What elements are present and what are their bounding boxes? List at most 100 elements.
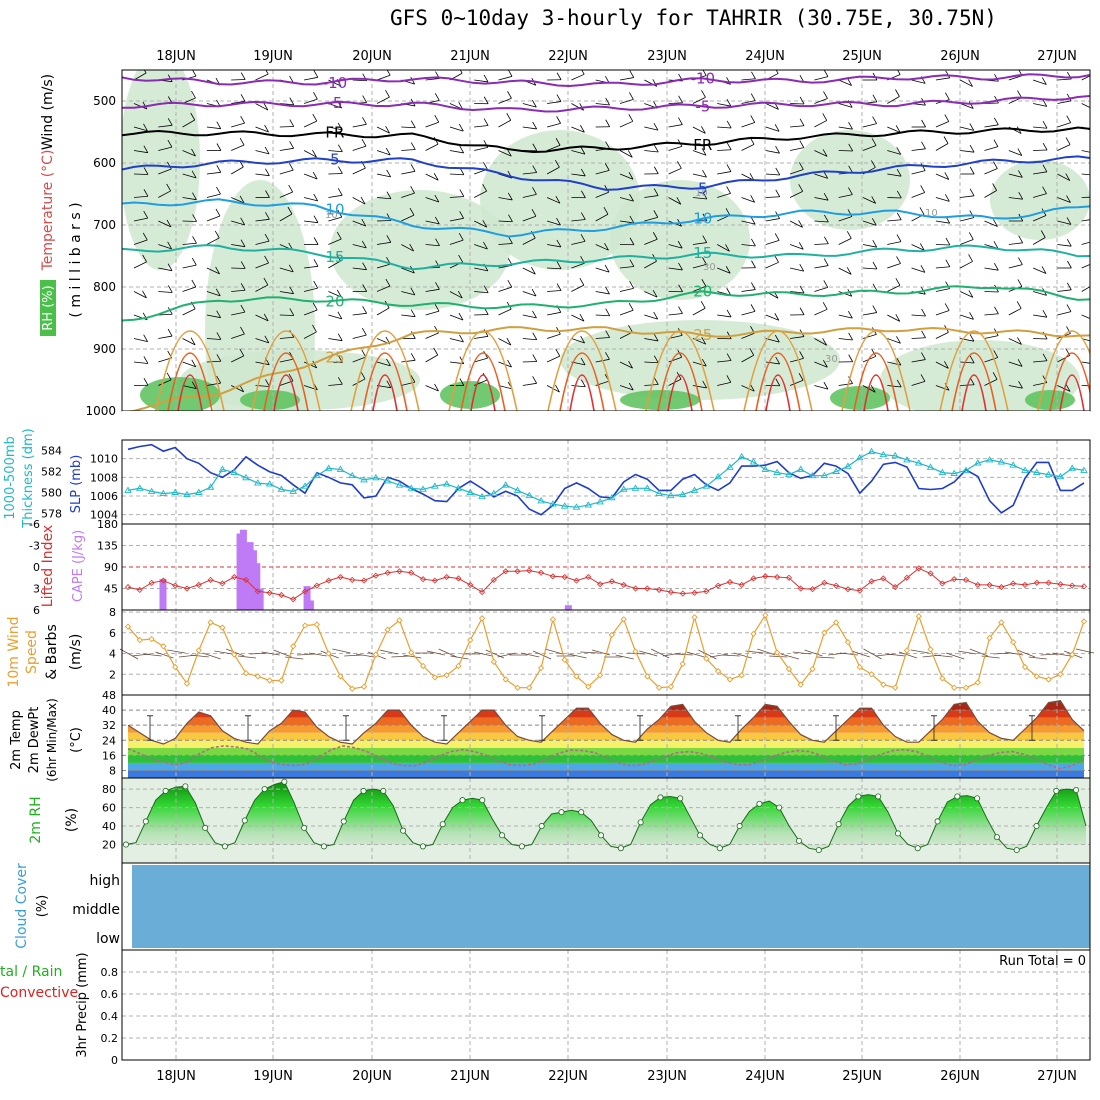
rh-contour-label: 10 [925,208,938,219]
wind-barb [911,148,926,151]
data-point [162,787,169,794]
wind-barb-flag [798,184,804,192]
wind-barb [328,126,343,131]
wind-barb [838,194,853,198]
data-point [549,573,556,580]
wind-barb-flag [483,285,489,293]
y-tick-label: 0.6 [101,988,119,1001]
wind-barb [158,244,172,250]
data-point [596,498,604,505]
cape-bar [303,586,311,610]
wind-barb [1008,385,1023,389]
wind-barb-flag [313,91,318,100]
wind-barb [328,79,342,87]
data-point [195,581,202,588]
wind-barb-flag [944,172,950,180]
wind-barb-flag [993,161,998,169]
wind-barb [668,244,683,249]
wind-barb-flag [652,232,658,240]
wind-barb [255,361,270,366]
wind-barb [935,266,950,269]
data-point [479,589,486,596]
wind-barb [522,314,537,319]
contour-label: 10 [325,201,344,219]
wind-barb [498,286,512,292]
wind-barb [814,265,829,269]
wind-barb [765,240,780,245]
wind-barb-flag [629,92,634,100]
wind-barb-flag [677,240,683,249]
wind-barb [668,146,683,151]
data-point [479,797,486,804]
wind-barb-flag [1017,337,1022,345]
date-label-bottom: 23JUN [647,1069,687,1084]
data-point [703,655,710,662]
date-label-top: 25JUN [842,49,882,64]
data-point [585,683,592,690]
wind-barb [960,361,975,364]
wind-barb [692,126,706,134]
wind-barb-flag [458,123,464,132]
wind-barb-flag [871,138,877,146]
temperature-contour [122,155,1090,191]
wind-barb-flag [629,237,635,245]
wind-barb [1052,652,1071,657]
wind-barb-flag [872,239,878,248]
data-point [879,450,888,458]
wind-barb-flag [678,117,683,125]
wind-barb-flag [992,372,998,380]
wind-barbs [133,70,1090,393]
wind-barb [568,653,587,659]
wind-barb-flag [433,347,439,356]
data-point [324,464,333,471]
wind-barb-flag [337,144,343,152]
wind-barb [391,655,410,658]
wind-barb-flag [968,79,973,87]
contour-label: FR [325,123,344,141]
date-label-top: 24JUN [745,49,785,64]
date-label-bottom: 20JUN [352,1069,392,1084]
wind-barb-flag [799,263,805,272]
wind-barb-flag [627,150,633,158]
wind-barb-flag [338,355,343,363]
data-point [573,673,580,680]
data-point [915,613,922,620]
data-point [490,489,498,496]
wind-barb [692,361,707,367]
wind-barb-flag [896,190,902,199]
data-point [632,648,639,655]
wind-barb [344,654,363,657]
wind-barb [1008,361,1023,367]
axis-label: Speed [24,630,40,674]
contour-label: -10 [323,74,348,92]
wind-barb-flag [871,196,877,204]
axis-label: (6hr Min/Max) [45,698,59,782]
wind-barb-flag [676,197,682,205]
data-point [281,778,288,785]
wind-barb [780,653,800,660]
wind-barb [960,150,975,153]
legend-total-rain: tal / Rain [0,964,62,980]
wind-barb [303,309,318,316]
wind-barb-flag [823,91,828,99]
data-point [230,468,239,475]
wind-barb-flag [628,360,633,369]
data-point [738,672,745,679]
wind-barb [984,168,998,175]
wind-barb [158,220,172,228]
wind-barb [765,314,779,321]
wind-barb [133,150,148,154]
data-point [231,573,238,581]
wind-barb-flag [506,148,512,157]
wind-barb-flag [508,214,513,222]
wind-barb [717,267,731,274]
wind-barb [182,119,195,128]
wind-barb-flag [1018,257,1023,265]
wind-barb-flag [143,356,149,364]
wind-barb [814,243,829,245]
data-point [726,578,733,586]
y-tick-label: 3 [33,583,40,596]
data-point [950,469,958,477]
wind-barb [984,313,999,316]
data-point [821,579,828,586]
